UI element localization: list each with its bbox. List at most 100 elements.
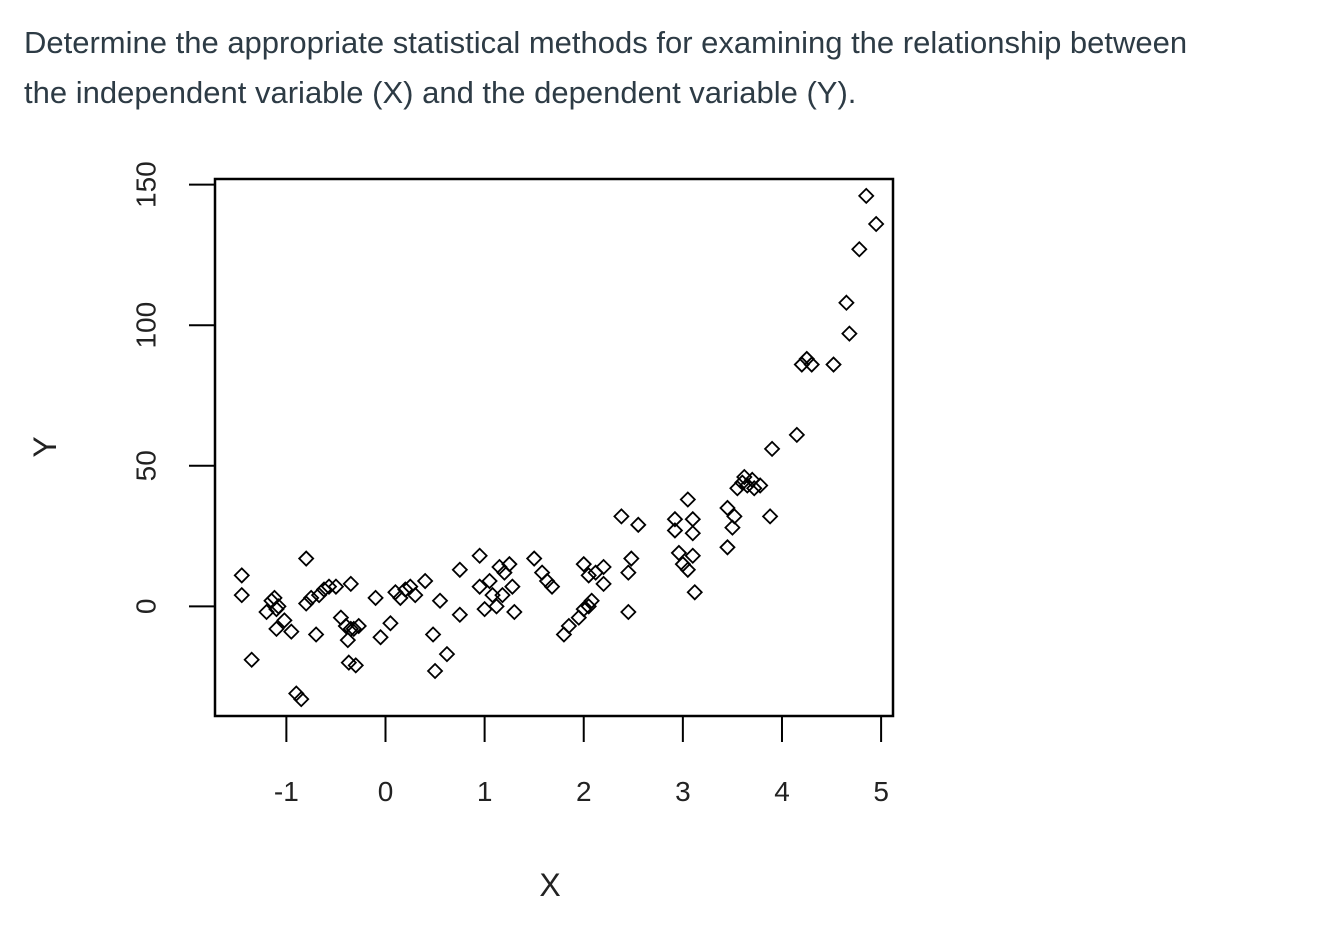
data-point <box>555 626 573 643</box>
data-point <box>560 617 578 635</box>
question-text: Determine the appropriate statistical me… <box>24 18 1334 118</box>
data-point <box>679 491 697 508</box>
data-point <box>684 547 702 565</box>
data-point <box>382 614 399 632</box>
data-point <box>471 547 488 565</box>
data-points <box>233 187 885 708</box>
data-point <box>587 564 604 581</box>
y-tick-label: 0 <box>130 599 161 615</box>
y-axis: 0 50 100 150 <box>130 161 215 614</box>
data-point <box>332 609 350 626</box>
data-point <box>533 564 551 581</box>
data-point <box>431 592 449 610</box>
data-point <box>857 187 875 205</box>
data-point <box>307 626 325 643</box>
data-point <box>575 555 593 573</box>
plot-frame <box>213 177 895 718</box>
data-point <box>276 612 293 629</box>
data-point <box>788 426 806 444</box>
data-point <box>575 600 593 618</box>
data-point <box>719 499 736 517</box>
data-point <box>476 600 493 618</box>
data-point <box>803 356 820 373</box>
x-tick-label: -1 <box>274 776 299 807</box>
data-point <box>684 510 702 528</box>
data-point <box>570 609 588 626</box>
data-point <box>451 606 469 624</box>
data-point <box>372 629 389 646</box>
data-point <box>595 575 612 593</box>
data-point <box>302 589 320 607</box>
data-point <box>666 510 684 528</box>
data-point <box>416 572 434 590</box>
data-point <box>793 356 811 373</box>
data-point <box>392 589 409 607</box>
data-point <box>297 550 315 567</box>
x-tick-label: 4 <box>774 776 790 807</box>
data-point <box>337 617 355 635</box>
x-axis: -1 0 1 2 3 4 5 <box>274 716 889 807</box>
x-tick-label: 5 <box>873 776 889 807</box>
data-point <box>726 508 743 525</box>
data-point <box>345 620 363 638</box>
data-point <box>350 617 368 635</box>
data-point <box>397 581 414 598</box>
data-point <box>763 440 781 458</box>
data-point <box>580 567 597 584</box>
scatter-chart: -1 0 1 2 3 4 5 0 50 100 150 X Y <box>27 161 895 903</box>
question-line-2: the independent variable (X) and the dep… <box>24 75 857 110</box>
x-tick-label: 1 <box>477 776 493 807</box>
data-point <box>268 620 285 638</box>
data-point <box>543 578 561 595</box>
x-tick-label: 0 <box>378 776 394 807</box>
data-point <box>666 522 684 539</box>
data-point <box>481 572 498 590</box>
data-point <box>825 356 842 373</box>
data-point <box>471 578 488 595</box>
data-point <box>867 215 885 233</box>
data-point <box>342 620 360 638</box>
data-point <box>233 586 251 604</box>
x-tick-label: 2 <box>576 776 592 807</box>
question-line-1: Determine the appropriate statistical me… <box>24 25 1188 60</box>
data-point <box>424 626 442 643</box>
y-tick-label: 150 <box>130 161 161 208</box>
data-point <box>620 603 637 621</box>
data-point <box>745 479 763 497</box>
data-point <box>494 586 511 604</box>
data-point <box>320 578 338 595</box>
data-point <box>583 592 600 610</box>
data-point <box>506 603 523 621</box>
data-point <box>283 623 300 640</box>
data-point <box>501 555 518 573</box>
data-point <box>327 578 345 595</box>
data-point <box>838 294 855 311</box>
data-point <box>729 479 746 497</box>
data-point <box>751 477 769 494</box>
data-point <box>743 471 761 489</box>
data-point <box>342 575 360 593</box>
data-point <box>488 598 505 615</box>
data-point <box>339 631 357 649</box>
data-point <box>310 586 328 604</box>
data-point <box>613 508 630 525</box>
y-tick-label: 100 <box>130 302 161 349</box>
data-point <box>292 690 310 708</box>
data-point <box>580 598 597 615</box>
data-point <box>724 519 741 536</box>
data-point <box>406 586 424 604</box>
x-axis-title: X <box>539 867 560 903</box>
data-point <box>270 598 287 615</box>
data-point <box>736 468 753 486</box>
data-point <box>798 350 816 368</box>
data-point <box>595 558 612 576</box>
data-point <box>841 325 858 342</box>
data-point <box>233 567 251 584</box>
data-point <box>496 564 513 581</box>
data-point <box>438 645 456 663</box>
data-point <box>679 561 697 579</box>
x-tick-label: 3 <box>675 776 691 807</box>
data-point <box>347 657 365 674</box>
data-point <box>288 685 305 702</box>
data-point <box>451 561 469 579</box>
